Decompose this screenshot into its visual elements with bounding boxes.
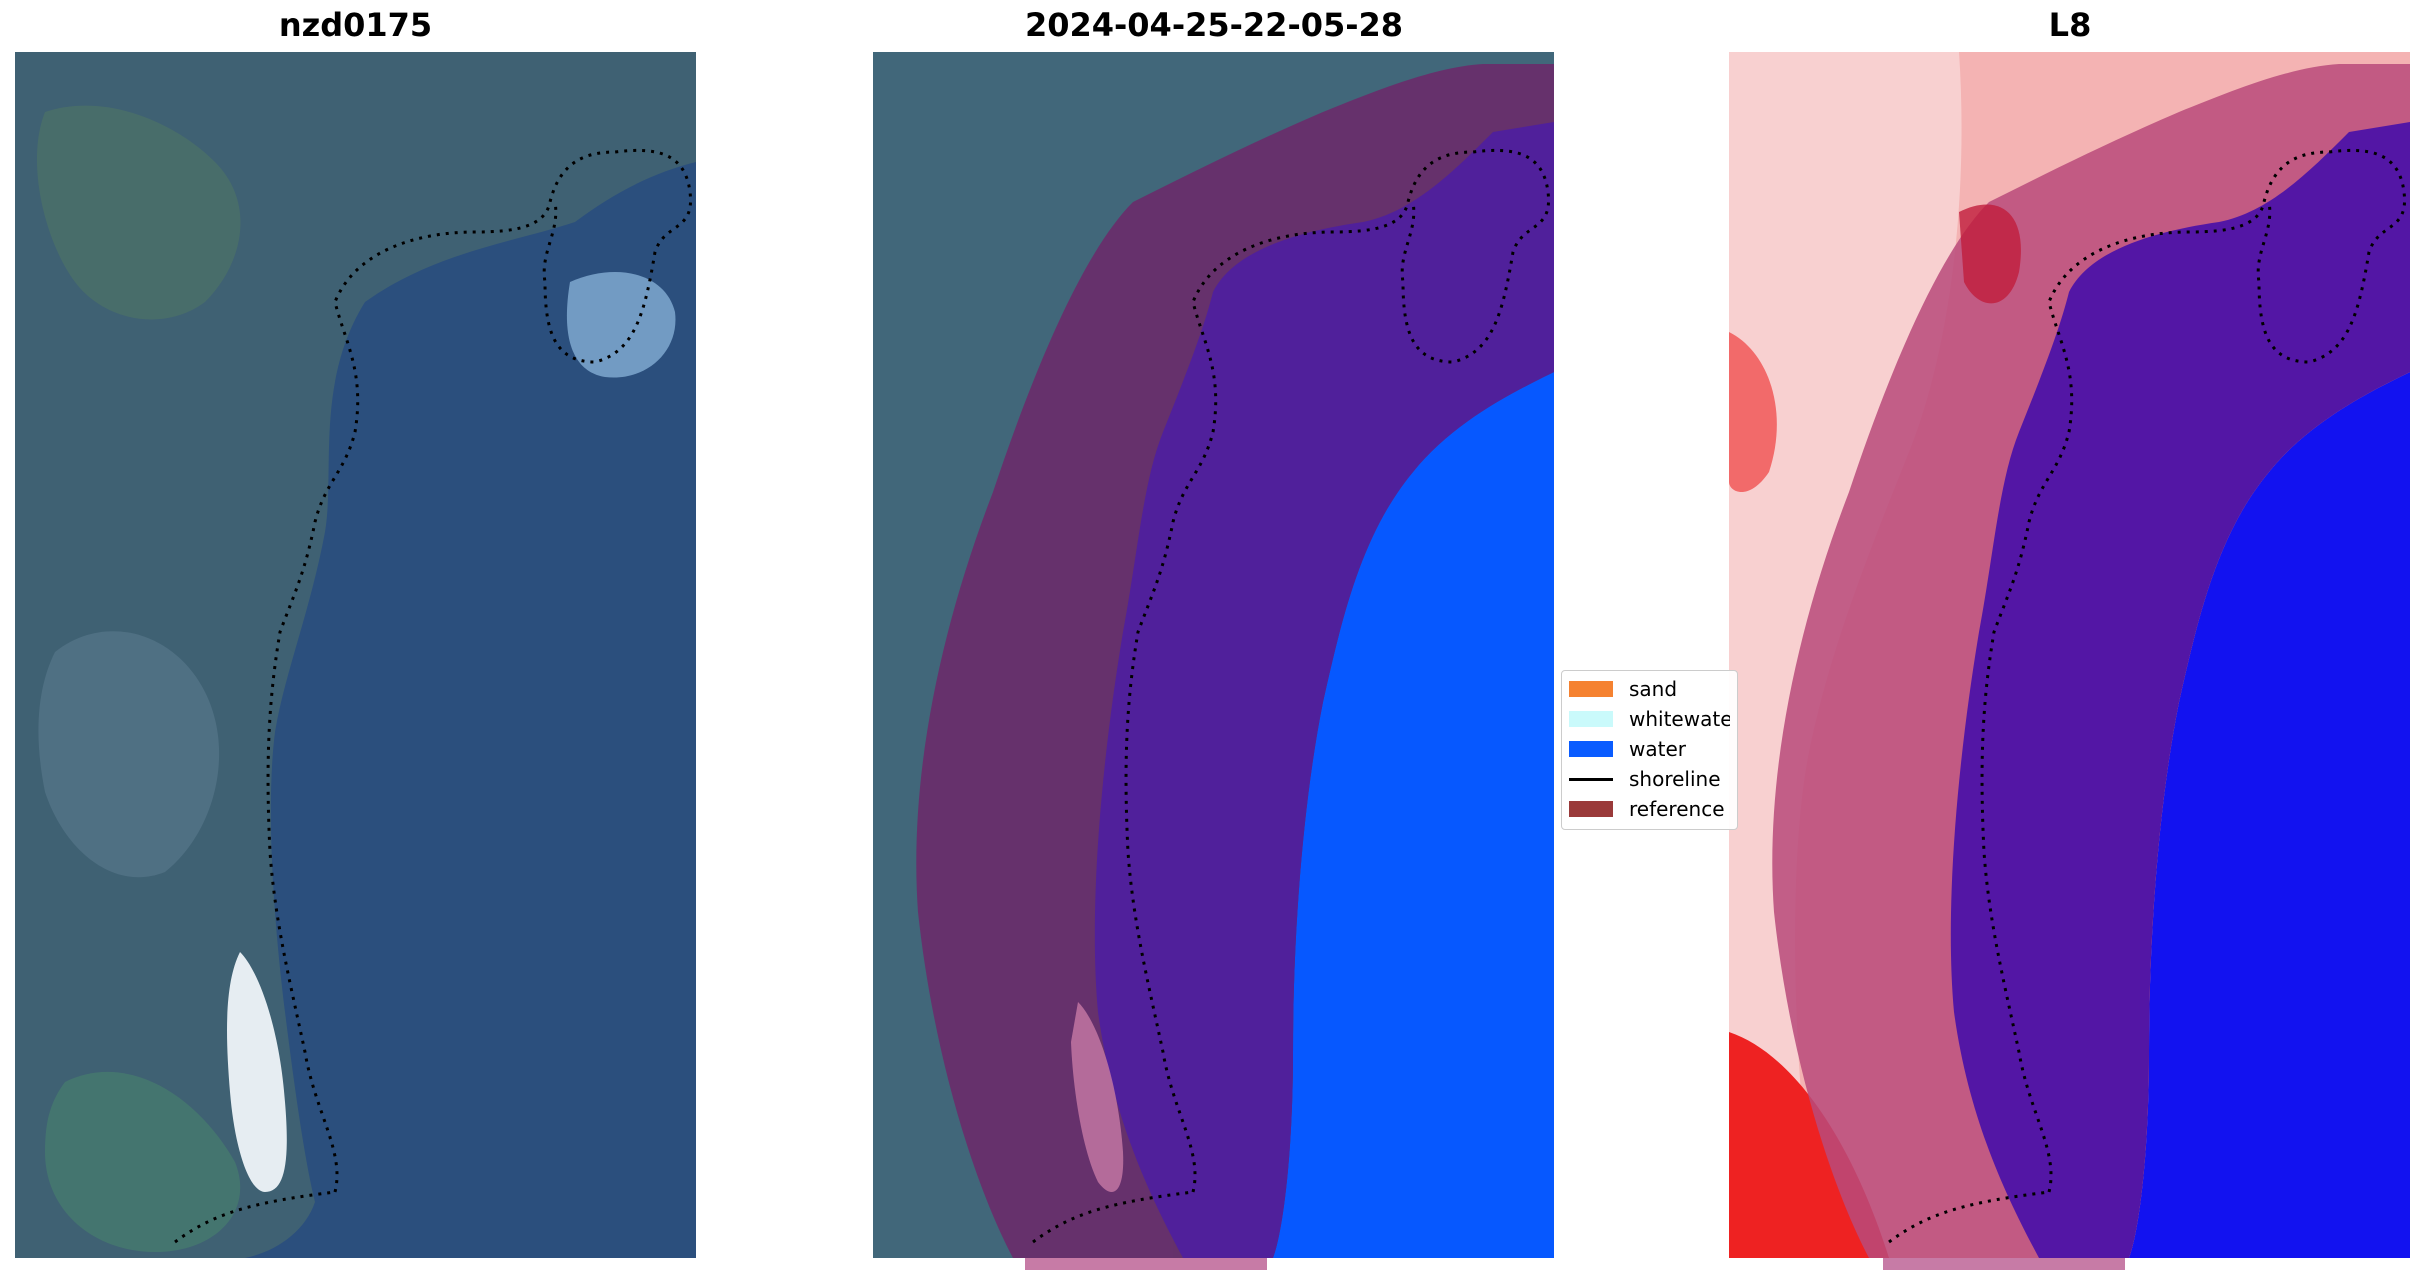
panel-title-date: 2024-04-25-22-05-28 bbox=[1024, 6, 1404, 44]
legend-item-reference: reference bbox=[1569, 796, 1725, 822]
overflow-strip bbox=[1883, 1258, 2125, 1270]
rgb-satellite-image bbox=[15, 52, 696, 1258]
panel-title-image: nzd0175 bbox=[278, 6, 433, 44]
sand-swatch bbox=[1569, 681, 1613, 697]
overflow-strip bbox=[1025, 1258, 1267, 1270]
legend-label: shoreline bbox=[1629, 767, 1721, 791]
legend-label: whitewater bbox=[1629, 707, 1730, 731]
shoreline-line bbox=[1569, 777, 1613, 781]
legend-item-sand: sand bbox=[1569, 676, 1677, 702]
legend-label: sand bbox=[1629, 677, 1678, 701]
water-swatch bbox=[1569, 741, 1613, 757]
whitewater-swatch bbox=[1569, 711, 1613, 727]
legend-label: water bbox=[1629, 737, 1686, 761]
legend-item-water: water bbox=[1569, 736, 1686, 762]
panel-title-index: L8 bbox=[2048, 6, 2092, 44]
reference-swatch bbox=[1569, 801, 1613, 817]
index-image bbox=[1729, 52, 2410, 1258]
legend-label: reference bbox=[1629, 797, 1725, 821]
legend-item-shoreline: shoreline bbox=[1569, 766, 1721, 792]
classification-image bbox=[873, 52, 1554, 1258]
legend: sand whitewater water shoreline referenc… bbox=[1561, 670, 1738, 830]
legend-item-whitewater: whitewater bbox=[1569, 706, 1730, 732]
